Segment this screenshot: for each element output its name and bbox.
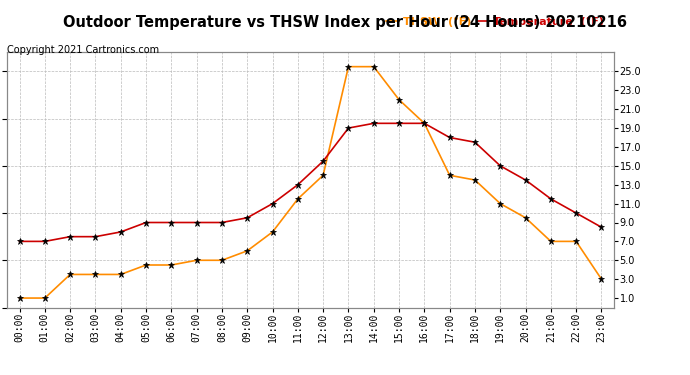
Legend: THSW  (°F), Temperature  (°F): THSW (°F), Temperature (°F) — [382, 12, 609, 31]
Text: Outdoor Temperature vs THSW Index per Hour (24 Hours) 20210216: Outdoor Temperature vs THSW Index per Ho… — [63, 15, 627, 30]
Text: Copyright 2021 Cartronics.com: Copyright 2021 Cartronics.com — [7, 45, 159, 55]
